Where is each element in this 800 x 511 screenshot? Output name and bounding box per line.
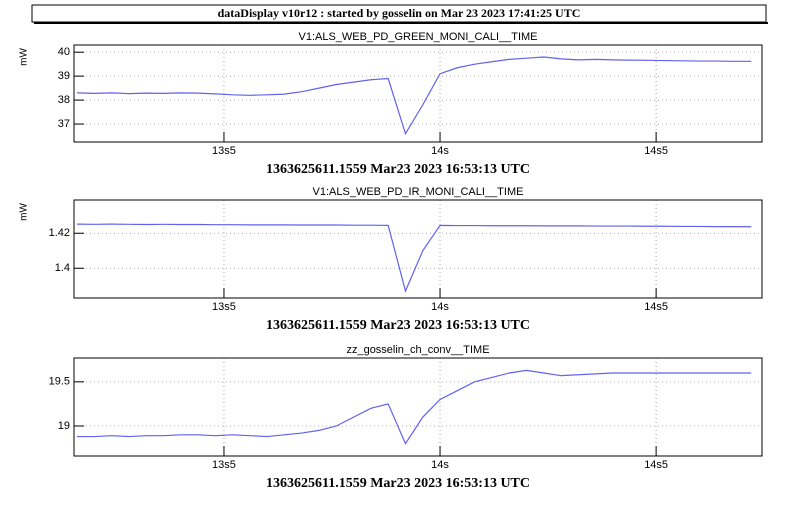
x-axis-label: 1363625611.1559 Mar23 2023 16:53:13 UTC xyxy=(266,476,530,491)
x-axis-label: 1363625611.1559 Mar23 2023 16:53:13 UTC xyxy=(266,162,530,177)
x-tick-label: 13s5 xyxy=(212,301,236,313)
y-tick-label: 38 xyxy=(58,94,70,106)
x-tick-label: 13s5 xyxy=(212,145,236,157)
plot-title: zz_gosselin_ch_conv__TIME xyxy=(346,344,489,356)
x-tick-label: 14s xyxy=(431,459,449,471)
x-tick-label: 14s5 xyxy=(644,459,668,471)
header-title: dataDisplay v10r12 : started by gosselin… xyxy=(218,6,581,20)
y-tick-label: 19 xyxy=(58,420,70,432)
y-tick-label: 1.42 xyxy=(49,227,70,239)
data-line xyxy=(77,56,752,136)
y-axis-label: mW xyxy=(19,48,30,66)
y-tick-label: 40 xyxy=(58,46,70,58)
y-tick-label: 37 xyxy=(58,118,70,130)
data-line xyxy=(77,223,752,293)
y-tick-label: 19.5 xyxy=(49,376,70,388)
x-tick-label: 14s xyxy=(431,145,449,157)
y-tick-label: 1.4 xyxy=(55,262,70,274)
plot-frame xyxy=(73,357,763,457)
plot-frame xyxy=(73,199,763,299)
x-tick-label: 14s5 xyxy=(644,145,668,157)
y-axis-label: mW xyxy=(19,203,30,221)
plot-title: V1:ALS_WEB_PD_GREEN_MONI_CALI__TIME xyxy=(298,31,537,43)
data-line xyxy=(77,369,752,445)
y-tick-label: 39 xyxy=(58,70,70,82)
x-tick-label: 14s xyxy=(431,301,449,313)
x-tick-label: 14s5 xyxy=(644,301,668,313)
plot-frame xyxy=(73,44,763,143)
x-axis-label: 1363625611.1559 Mar23 2023 16:53:13 UTC xyxy=(266,318,530,333)
plot-title: V1:ALS_WEB_PD_IR_MONI_CALI__TIME xyxy=(313,186,524,198)
x-tick-label: 13s5 xyxy=(212,459,236,471)
